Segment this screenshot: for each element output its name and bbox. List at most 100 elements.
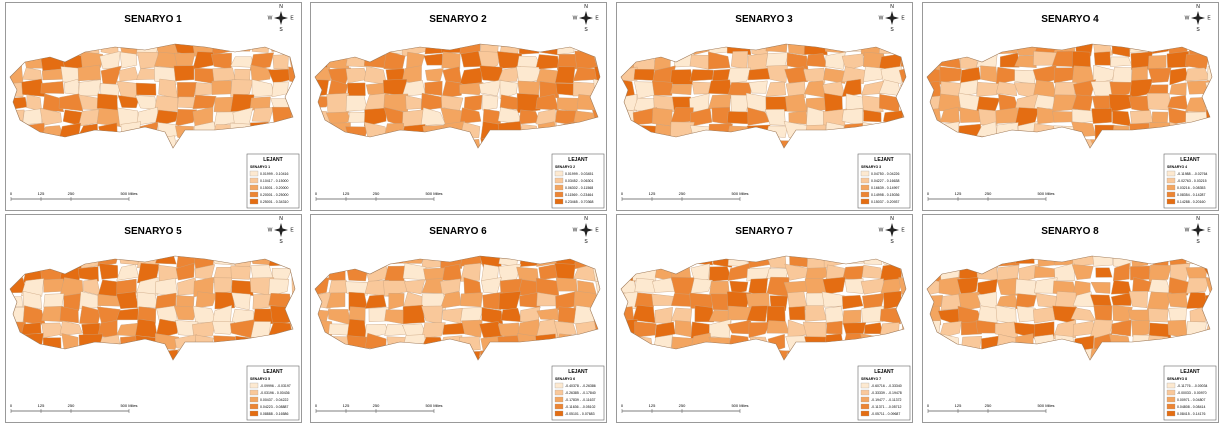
legend-swatch (555, 192, 563, 197)
province (785, 94, 807, 112)
scale-label: 500 Miles (425, 403, 442, 408)
legend-title: LEJANT (1180, 369, 1199, 375)
map-panel: SENARYO 8NSEWLEJANTSENARYO 8-0.11776 - -… (919, 215, 1219, 423)
province (42, 69, 64, 80)
legend-label: 0.01999 - 0.10416 (260, 172, 288, 176)
province (823, 277, 846, 294)
scale-label: 125 (343, 191, 350, 196)
compass-label: W (879, 228, 884, 234)
province (1072, 109, 1094, 124)
legend-label: 0.04227 - 0.16638 (871, 179, 899, 183)
legend-swatch (861, 185, 869, 190)
legend-swatch (1167, 178, 1175, 183)
legend-swatch (250, 185, 258, 190)
scale-label: 250 (373, 403, 380, 408)
province (212, 80, 232, 94)
legend-swatch (861, 397, 869, 402)
province (1170, 83, 1187, 96)
legend-title: LEJANT (568, 369, 587, 375)
province (41, 81, 64, 93)
province (843, 310, 861, 324)
compass-label: N (890, 4, 894, 10)
province (424, 54, 443, 65)
province (1017, 306, 1036, 322)
legend-swatch (555, 397, 563, 402)
map-panel: SENARYO 3NSEWLEJANTSENARYO 30.04750 - 0.… (613, 3, 922, 211)
legend-subtitle: SENARYO 4 (1167, 165, 1187, 169)
scale-label: 250 (68, 191, 75, 196)
legend-label: -0.02763 - 0.03215 (1177, 179, 1207, 183)
province (78, 65, 101, 81)
province (977, 82, 999, 96)
province (479, 321, 502, 337)
province (731, 51, 748, 69)
province (845, 279, 863, 294)
province (789, 111, 808, 124)
province (1130, 110, 1153, 124)
province (536, 54, 560, 69)
province (1094, 52, 1110, 66)
province (670, 69, 693, 84)
legend-swatch (250, 390, 258, 395)
province (193, 95, 216, 109)
province (824, 93, 843, 112)
compass-label: N (1196, 4, 1200, 10)
province (461, 293, 483, 307)
panel-title: SENARYO 2 (429, 14, 487, 25)
province (789, 306, 805, 320)
province (1110, 57, 1131, 67)
province (327, 93, 349, 113)
province (403, 305, 425, 324)
compass-label: W (268, 16, 273, 22)
scale-label: 250 (985, 403, 992, 408)
legend-swatch (1167, 404, 1175, 409)
province (213, 68, 236, 82)
legend-label: 0.11569 - 0.23464 (565, 193, 593, 197)
province (939, 277, 960, 296)
legend-label: -0.03196 - 0.00436 (260, 391, 290, 395)
legend-label: 0.03216 - 0.08353 (1177, 186, 1205, 190)
province (137, 292, 157, 307)
legend-swatch (555, 199, 563, 204)
province (1111, 280, 1131, 294)
legend-label: 0.14288 - 0.20160 (1177, 200, 1205, 204)
legend-swatch (1167, 185, 1175, 190)
compass-label: N (584, 216, 588, 222)
province (346, 96, 367, 112)
scale-label: 125 (38, 403, 45, 408)
legend-label: -0.00033 - 0.00970 (1177, 391, 1207, 395)
legend-swatch (1167, 192, 1175, 197)
panel-title: SENARYO 4 (1041, 14, 1099, 25)
compass-label: N (279, 4, 283, 10)
province (155, 95, 178, 111)
legend-subtitle: SENARYO 6 (555, 377, 575, 381)
legend-label: -0.05711 - 0.09687 (871, 412, 900, 416)
legend-swatch (861, 390, 869, 395)
legend-subtitle: SENARYO 3 (861, 165, 881, 169)
compass-label: N (1196, 216, 1200, 222)
province (1015, 279, 1036, 296)
legend-swatch (250, 383, 258, 388)
compass-label: N (890, 216, 894, 222)
province (1130, 266, 1150, 280)
province (708, 80, 731, 94)
province (826, 321, 842, 334)
legend-label: 0.08888 - 0.16586 (260, 412, 288, 416)
legend-title: LEJANT (1180, 157, 1199, 163)
legend-label: 0.06302 - 0.11568 (565, 186, 593, 190)
legend-label: 0.15001 - 0.20000 (260, 186, 288, 190)
map-panel: SENARYO 1NSEWLEJANTSENARYO 10.01999 - 0.… (2, 3, 311, 211)
scale-label: 125 (649, 191, 656, 196)
legend-title: LEJANT (568, 157, 587, 163)
legend-swatch (250, 192, 258, 197)
legend-label: -0.26385 - -0.17840 (565, 391, 596, 395)
province (652, 108, 672, 126)
province (655, 307, 673, 323)
legend-label: 0.04750 - 0.04226 (871, 172, 899, 176)
panel-title: SENARYO 7 (735, 226, 793, 237)
legend-swatch (1167, 199, 1175, 204)
province (652, 81, 672, 96)
legend-label: -0.17839 - -0.11637 (565, 398, 596, 402)
legend-label: 0.10417 - 0.15000 (260, 179, 288, 183)
